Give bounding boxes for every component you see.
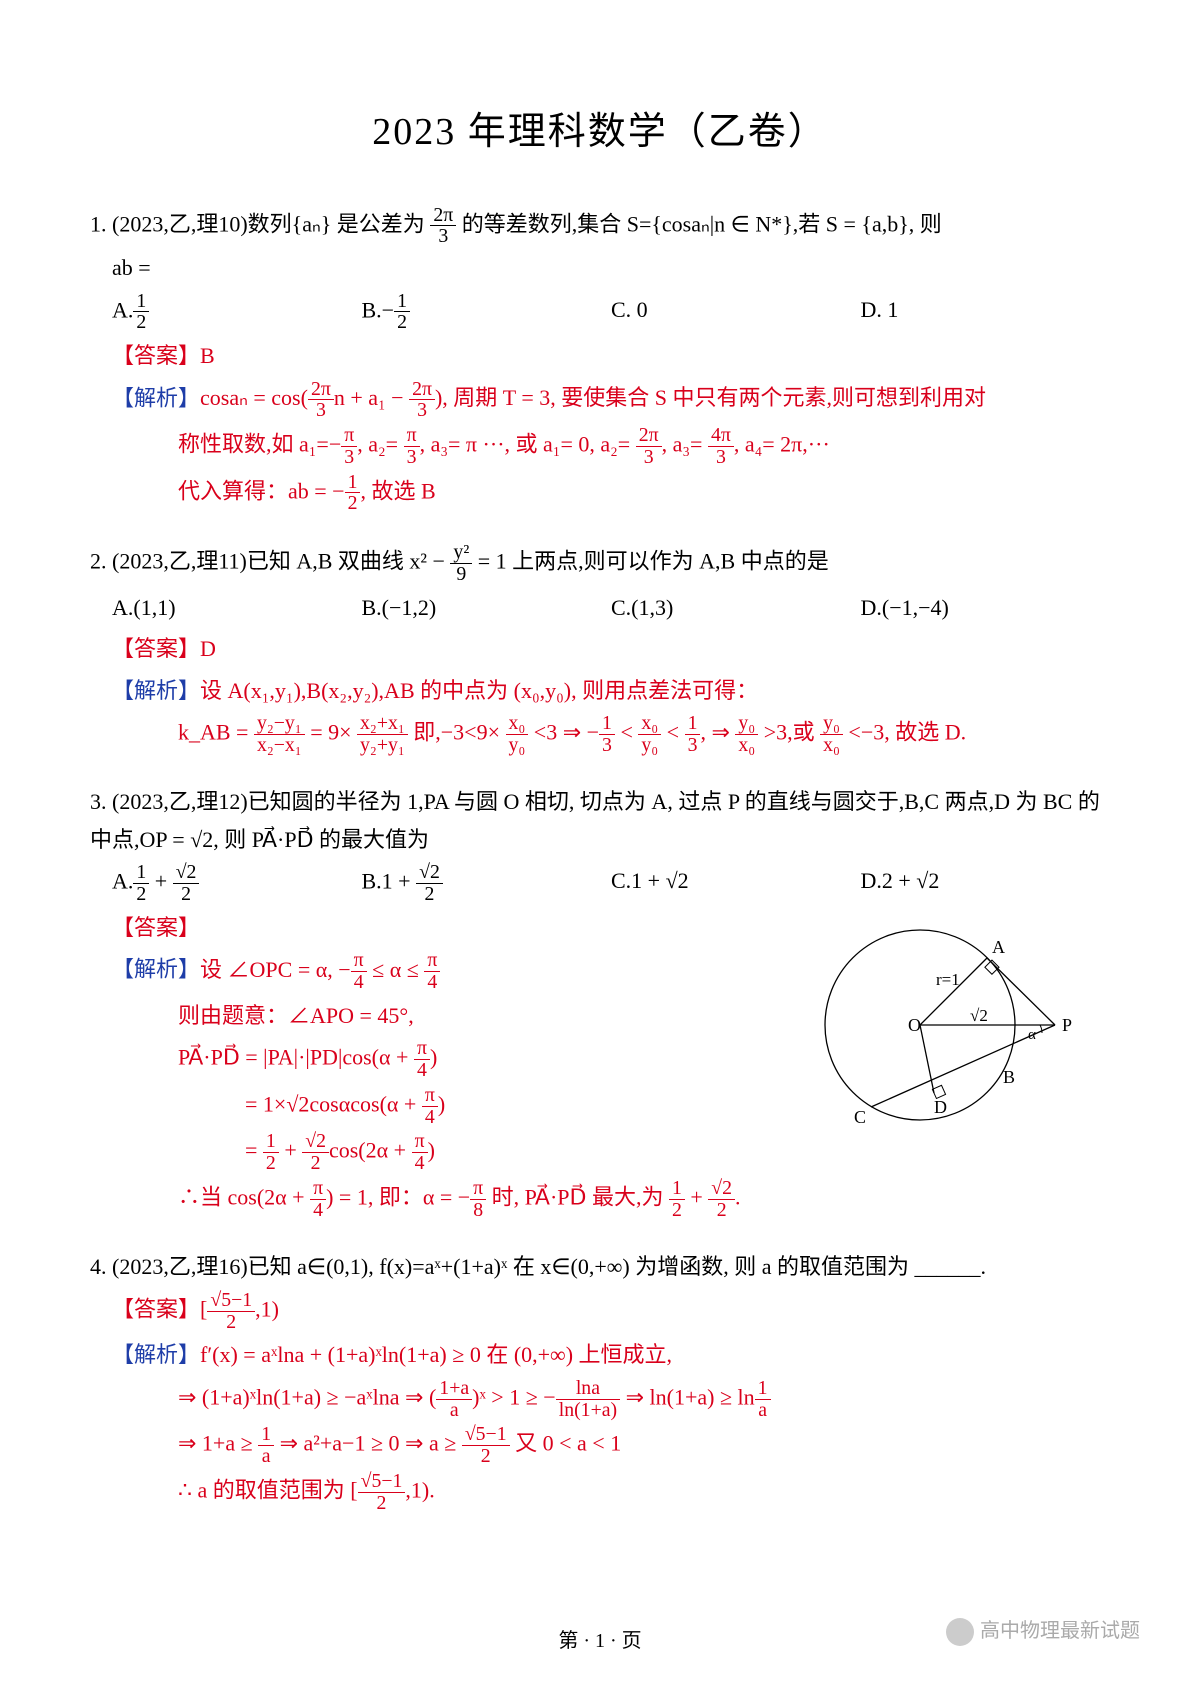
p1-sa: 数列{aₙ} 是公差为 bbox=[248, 211, 431, 236]
watermark: 高中物理最新试题 bbox=[946, 1614, 1140, 1648]
p4-stem: 4. (2023,乙,理16)已知 a∈(0,1), f(x)=aˣ+(1+a)… bbox=[90, 1248, 1110, 1285]
lbl-alpha: α bbox=[1028, 1027, 1036, 1043]
p1-num: 1. bbox=[90, 211, 107, 236]
p1-optC: C. 0 bbox=[611, 291, 861, 334]
lbl-P: P bbox=[1062, 1015, 1072, 1035]
lbl-B: B bbox=[1003, 1067, 1015, 1087]
p3-exp-l6: ∴当 cos(2α + π4) = 1, 即：α = −π8 时, PA⃗·PD… bbox=[90, 1178, 1110, 1221]
p1-sb: 的等差数列,集合 S={cosaₙ|n ∈ N*},若 S = {a,b}, 则 bbox=[456, 211, 942, 236]
p1-options: A.12 B.−12 C. 0 D. 1 bbox=[90, 291, 1110, 334]
p2-answer: 【答案】D bbox=[90, 630, 1110, 667]
p1-stem2: ab = bbox=[90, 249, 1110, 286]
p1-optB: B.−12 bbox=[362, 291, 612, 334]
p1-exp-l3: 代入算得：ab = −12, 故选 B bbox=[90, 472, 1110, 515]
lbl-C: C bbox=[854, 1107, 866, 1127]
lbl-A: A bbox=[992, 937, 1005, 957]
problem-1: 1. (2023,乙,理10)数列{aₙ} 是公差为 2π3 的等差数列,集合 … bbox=[90, 205, 1110, 515]
p1-ref: (2023,乙,理10) bbox=[112, 211, 248, 236]
p2-optA: A.(1,1) bbox=[90, 589, 362, 626]
lbl-r: r=1 bbox=[936, 970, 960, 989]
wechat-icon bbox=[946, 1618, 974, 1646]
p4-exp-l4: ∴ a 的取值范围为 [√5−12,1). bbox=[90, 1471, 1110, 1514]
p2-exp-l2: k_AB = y₂−y₁x₂−x₁ = 9× x₂+x₁y₂+y₁ 即,−3<9… bbox=[90, 713, 1110, 756]
p1-explain: 【解析】cosaₙ = cos(2π3n + a₁ − 2π3), 周期 T =… bbox=[90, 379, 1110, 422]
p3-optB: B.1 + √22 bbox=[362, 862, 612, 905]
lbl-O: O bbox=[908, 1015, 921, 1035]
p1-answer: 【答案】B bbox=[90, 337, 1110, 374]
p3-optC: C.1 + √2 bbox=[611, 862, 861, 905]
p1-frac: 2π3 bbox=[430, 205, 456, 248]
p1-optA: A.12 bbox=[90, 291, 362, 334]
problem-4: 4. (2023,乙,理16)已知 a∈(0,1), f(x)=aˣ+(1+a)… bbox=[90, 1248, 1110, 1513]
p2-stem: 2. (2023,乙,理11)已知 A,B 双曲线 x² − y²9 = 1 上… bbox=[90, 542, 1110, 585]
problem-2: 2. (2023,乙,理11)已知 A,B 双曲线 x² − y²9 = 1 上… bbox=[90, 542, 1110, 755]
p1-stem: 1. (2023,乙,理10)数列{aₙ} 是公差为 2π3 的等差数列,集合 … bbox=[90, 205, 1110, 248]
p4-exp-l1: 【解析】f′(x) = aˣlna + (1+a)ˣln(1+a) ≥ 0 在 … bbox=[90, 1336, 1110, 1373]
lbl-op: √2 bbox=[970, 1006, 988, 1025]
p3-optA: A.12 + √22 bbox=[90, 862, 362, 905]
p1-exp-l2: 称性取数,如 a₁=−π3, a₂= π3, a₃= π ···, 或 a₁= … bbox=[90, 425, 1110, 468]
problem-3: 3. (2023,乙,理12)已知圆的半径为 1,PA 与圆 O 相切, 切点为… bbox=[90, 783, 1110, 1220]
p3-stem: 3. (2023,乙,理12)已知圆的半径为 1,PA 与圆 O 相切, 切点为… bbox=[90, 783, 1110, 858]
p1-optD: D. 1 bbox=[861, 291, 1111, 334]
p2-optD: D.(−1,−4) bbox=[861, 589, 1111, 626]
page-title: 2023 年理科数学（乙卷） bbox=[90, 100, 1110, 165]
p2-exp-l1: 【解析】设 A(x₁,y₁),B(x₂,y₂),AB 的中点为 (x₀,y₀),… bbox=[90, 672, 1110, 709]
p2-options: A.(1,1) B.(−1,2) C.(1,3) D.(−1,−4) bbox=[90, 589, 1110, 626]
p2-optB: B.(−1,2) bbox=[362, 589, 612, 626]
p2-optC: C.(1,3) bbox=[611, 589, 861, 626]
p3-optD: D.2 + √2 bbox=[861, 862, 1111, 905]
lbl-D: D bbox=[934, 1097, 947, 1117]
p4-exp-l3: ⇒ 1+a ≥ 1a ⇒ a²+a−1 ≥ 0 ⇒ a ≥ √5−12 又 0 … bbox=[90, 1424, 1110, 1467]
p4-exp-l2: ⇒ (1+a)ˣln(1+a) ≥ −aˣlna ⇒ (1+aa)ˣ > 1 ≥… bbox=[90, 1378, 1110, 1421]
p3-options: A.12 + √22 B.1 + √22 C.1 + √2 D.2 + √2 bbox=[90, 862, 1110, 905]
p4-answer: 【答案】[√5−12,1) bbox=[90, 1290, 1110, 1333]
p3-diagram: O P A B C D r=1 √2 α bbox=[800, 905, 1110, 1155]
